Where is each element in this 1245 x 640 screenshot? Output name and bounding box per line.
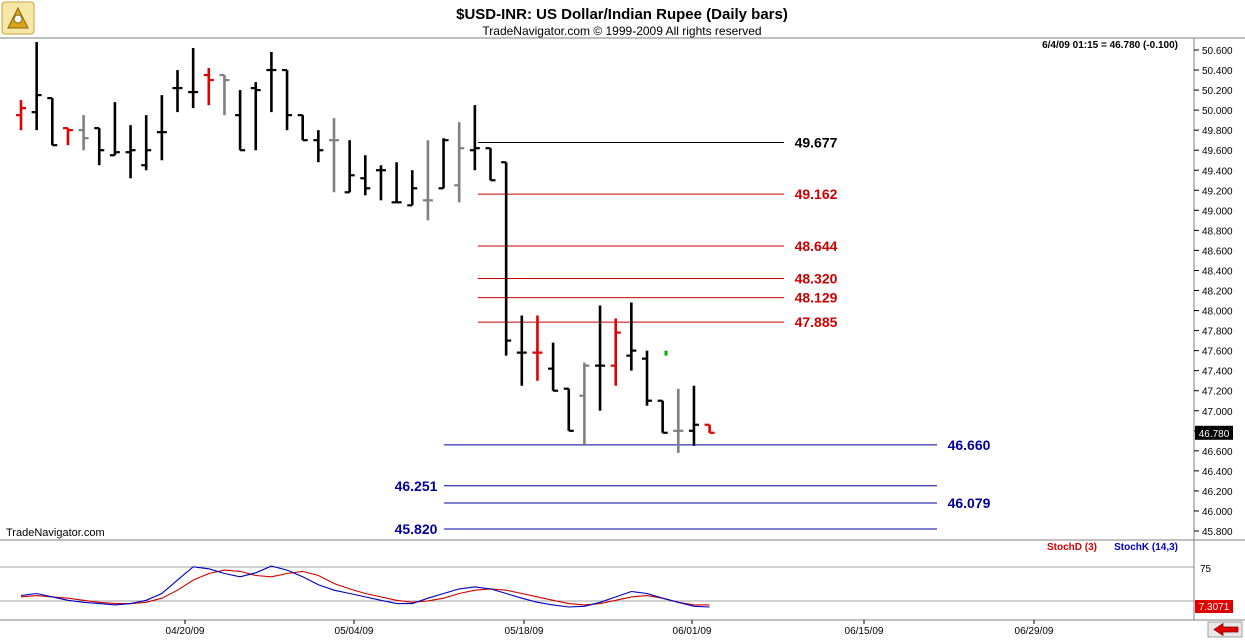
y-tick-label: 50.000: [1202, 106, 1233, 117]
y-tick-label: 50.400: [1202, 66, 1233, 77]
y-tick-label: 48.000: [1202, 307, 1233, 318]
y-tick-label: 47.800: [1202, 327, 1233, 338]
y-tick-label: 47.000: [1202, 407, 1233, 418]
level-label: 46.079: [948, 495, 991, 511]
legend-stochk: StochK (14,3): [1114, 542, 1178, 553]
last-price-badge: [1195, 425, 1233, 440]
x-tick-label: 05/18/09: [505, 626, 544, 637]
y-tick-label: 48.800: [1202, 226, 1233, 237]
level-label: 48.320: [795, 270, 838, 286]
chart-title: $USD-INR: US Dollar/Indian Rupee (Daily …: [456, 6, 788, 23]
level-label: 48.129: [795, 290, 838, 306]
y-tick-label: 47.400: [1202, 367, 1233, 378]
x-tick-label: 06/15/09: [845, 626, 884, 637]
y-tick-label: 49.200: [1202, 186, 1233, 197]
stoch-last-value-badge: 7.3071: [1195, 600, 1233, 613]
x-tick-label: 05/04/09: [335, 626, 374, 637]
y-tick-label: 48.200: [1202, 287, 1233, 298]
y-tick-label: 49.800: [1202, 126, 1233, 137]
y-tick-label: 49.600: [1202, 146, 1233, 157]
y-tick-label: 47.200: [1202, 387, 1233, 398]
chart-subtitle: TradeNavigator.com © 1999-2009 All right…: [482, 24, 761, 38]
y-tick-label: 48.400: [1202, 266, 1233, 277]
stoch-series-line: [20, 565, 710, 608]
level-label: 47.885: [795, 314, 838, 330]
y-tick-label: 48.600: [1202, 246, 1233, 257]
x-tick-label: 06/29/09: [1015, 626, 1054, 637]
watermark: TradeNavigator.com: [6, 527, 105, 539]
x-tick-label: 06/01/09: [673, 626, 712, 637]
y-tick-label: 46.400: [1202, 467, 1233, 478]
legend-stochd: StochD (3): [1047, 542, 1097, 553]
y-tick-label: 49.400: [1202, 166, 1233, 177]
level-label: 45.820: [395, 521, 438, 537]
quote-readout: 6/4/09 01:15 = 46.780 (-0.100): [1042, 40, 1178, 51]
y-tick-label: 50.200: [1202, 86, 1233, 97]
y-tick-label: 46.000: [1202, 507, 1233, 518]
y-tick-label: 49.000: [1202, 206, 1233, 217]
level-label: 48.644: [795, 238, 838, 254]
scroll-left-arrow-icon[interactable]: [1207, 621, 1243, 638]
level-label: 46.660: [948, 437, 991, 453]
y-tick-label: 45.800: [1202, 527, 1233, 538]
level-label: 46.251: [395, 478, 438, 494]
y-tick-label: 47.600: [1202, 347, 1233, 358]
y-tick-label: 46.600: [1202, 447, 1233, 458]
stoch-tick-75: 75: [1200, 564, 1212, 575]
y-tick-label: 50.600: [1202, 46, 1233, 57]
trade-navigator-logo-icon[interactable]: [1, 1, 35, 35]
y-tick-label: 46.200: [1202, 487, 1233, 498]
header-bar: [0, 0, 1245, 38]
level-label: 49.162: [795, 186, 838, 202]
level-label: 49.677: [795, 134, 838, 150]
last-price-label: 46.780: [1199, 429, 1230, 440]
stoch-last-value: 7.3071: [1199, 602, 1230, 613]
x-tick-label: 04/20/09: [166, 626, 205, 637]
